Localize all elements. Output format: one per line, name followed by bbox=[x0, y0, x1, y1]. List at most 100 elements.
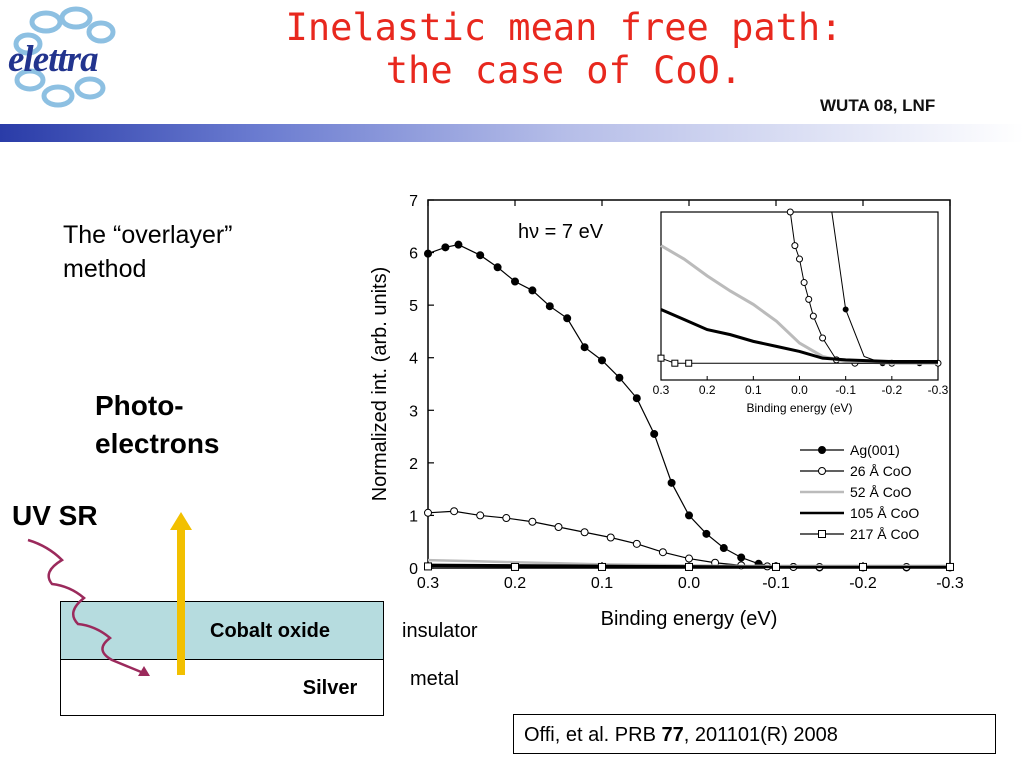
insulator-label: insulator bbox=[402, 620, 478, 642]
inset-series-line-4 bbox=[660, 357, 938, 364]
inset-point-217 bbox=[671, 359, 679, 367]
series-point-0 bbox=[667, 478, 676, 487]
y-tick-label: 2 bbox=[409, 456, 418, 473]
x-tick-label: 0.3 bbox=[417, 575, 439, 592]
title-line-2: the case of CoO. bbox=[385, 49, 743, 92]
series-point-1 bbox=[554, 522, 563, 531]
series-point-4 bbox=[511, 562, 519, 571]
legend-label: 26 Å CoO bbox=[850, 463, 912, 479]
series-point-1 bbox=[632, 539, 641, 548]
inset-x-tick-label: -0.3 bbox=[928, 383, 949, 397]
inset-x-axis-label: Binding energy (eV) bbox=[746, 401, 852, 415]
y-tick-label: 1 bbox=[409, 508, 418, 525]
cobalt-oxide-label: Cobalt oxide bbox=[210, 620, 331, 642]
inset-frame bbox=[660, 211, 939, 381]
y-tick-label: 3 bbox=[409, 403, 418, 420]
series-point-4 bbox=[685, 562, 693, 571]
series-point-0 bbox=[632, 394, 641, 403]
y-tick-label: 5 bbox=[409, 298, 418, 315]
photoelectron-arrowhead-icon bbox=[170, 512, 192, 530]
x-axis-label: Binding energy (eV) bbox=[601, 608, 778, 630]
x-tick-label: -0.1 bbox=[762, 575, 790, 592]
inset-point-26 bbox=[809, 312, 817, 320]
series-point-0 bbox=[528, 286, 537, 295]
elettra-logo bbox=[13, 6, 116, 108]
legend-label: 52 Å CoO bbox=[850, 484, 912, 500]
series-point-0 bbox=[719, 544, 728, 553]
photoelectron-arrow-shaft bbox=[177, 528, 185, 675]
series-point-1 bbox=[450, 507, 459, 516]
inset-point-26 bbox=[796, 255, 803, 263]
series-point-0 bbox=[476, 251, 485, 260]
legend-label: Ag(001) bbox=[850, 442, 900, 458]
series-point-0 bbox=[545, 302, 554, 311]
inset-x-tick-label: -0.2 bbox=[881, 383, 902, 397]
silver-label: Silver bbox=[302, 677, 358, 699]
series-point-0 bbox=[580, 343, 589, 352]
cobalt-oxide-layer bbox=[60, 601, 384, 660]
inset-point-26 bbox=[791, 242, 799, 250]
legend-label: 105 Å CoO bbox=[850, 505, 919, 521]
uv-arrowhead-icon bbox=[138, 666, 150, 676]
series-point-0 bbox=[685, 511, 693, 520]
inset-point-26 bbox=[819, 334, 827, 342]
logo-text: elettra bbox=[8, 39, 99, 80]
series-point-4 bbox=[424, 562, 432, 571]
uv-sr-label: UV SR bbox=[12, 500, 98, 531]
series-point-0 bbox=[511, 277, 519, 286]
series-point-1 bbox=[685, 554, 693, 563]
citation-suffix: , 201101(R) 2008 bbox=[683, 724, 838, 746]
legend-label: 217 Å CoO bbox=[850, 526, 919, 542]
series-point-0 bbox=[441, 243, 450, 252]
citation-volume: 77 bbox=[661, 724, 684, 746]
method-line-1: The “overlayer” bbox=[63, 221, 233, 249]
photo-line-2: electrons bbox=[95, 428, 220, 459]
series-point-1 bbox=[502, 514, 511, 523]
conference-label: WUTA 08, LNF bbox=[820, 96, 936, 115]
method-line-2: method bbox=[63, 255, 147, 283]
inset-point-217 bbox=[685, 359, 693, 367]
x-tick-label: 0.1 bbox=[591, 575, 613, 592]
series-point-0 bbox=[702, 529, 711, 538]
series-point-0 bbox=[737, 553, 746, 562]
title-line-1: Inelastic mean free path: bbox=[285, 6, 843, 49]
series-point-0 bbox=[493, 263, 502, 272]
x-tick-label: 0.0 bbox=[678, 575, 700, 592]
y-tick-label: 4 bbox=[409, 351, 418, 368]
slide-title: Inelastic mean free path: the case of Co… bbox=[230, 6, 898, 92]
series-point-0 bbox=[454, 240, 463, 249]
photon-energy-annotation: hν = 7 eV bbox=[518, 221, 604, 243]
series-point-0 bbox=[650, 429, 659, 438]
series-point-4 bbox=[598, 562, 606, 571]
series-point-1 bbox=[606, 533, 615, 542]
series-point-4 bbox=[946, 562, 954, 571]
inset-series-line-2 bbox=[660, 244, 938, 365]
silver-layer bbox=[60, 659, 384, 716]
inset-point-ag bbox=[842, 306, 849, 313]
inset-point-26 bbox=[786, 208, 794, 216]
x-tick-label: -0.3 bbox=[936, 575, 964, 592]
uv-wave-arrow bbox=[27, 538, 147, 676]
series-point-4 bbox=[772, 562, 780, 571]
y-tick-label: 7 bbox=[409, 193, 418, 210]
inset-x-tick-label: 0.2 bbox=[699, 383, 716, 397]
series-point-4 bbox=[859, 562, 867, 571]
y-axis-label: Normalized int. (arb. units) bbox=[369, 267, 391, 502]
photo-line-1: Photo- bbox=[95, 390, 184, 421]
series-point-0 bbox=[424, 249, 432, 258]
x-tick-label: 0.2 bbox=[504, 575, 526, 592]
inset-x-tick-label: 0.0 bbox=[791, 383, 808, 397]
series-point-1 bbox=[658, 548, 667, 557]
inset-x-tick-label: 0.3 bbox=[653, 383, 670, 397]
series-point-1 bbox=[528, 517, 537, 526]
inset-x-tick-label: -0.1 bbox=[835, 383, 856, 397]
legend-marker bbox=[818, 530, 826, 538]
y-tick-label: 6 bbox=[409, 246, 418, 263]
y-tick-label: 0 bbox=[409, 561, 418, 578]
legend-marker bbox=[818, 446, 826, 454]
series-point-1 bbox=[424, 508, 432, 517]
x-tick-label: -0.2 bbox=[849, 575, 877, 592]
series-point-1 bbox=[476, 511, 485, 520]
series-point-0 bbox=[615, 373, 624, 382]
